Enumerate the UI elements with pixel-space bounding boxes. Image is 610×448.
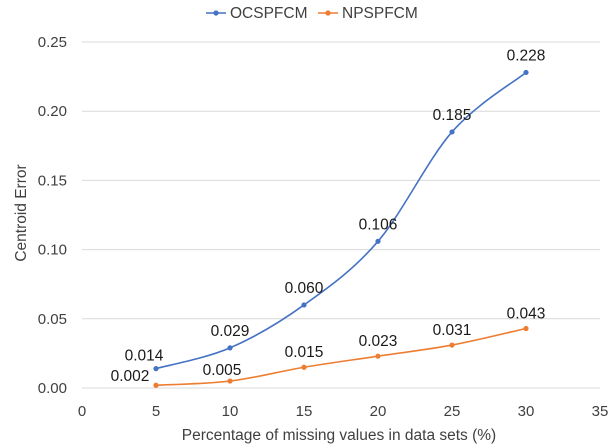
x-tick-label: 5 [152, 403, 160, 420]
legend-marker [213, 10, 219, 16]
legend-marker [325, 10, 331, 16]
legend-label: OCSPFCM [230, 5, 308, 22]
data-point [301, 302, 307, 308]
data-point [449, 342, 455, 348]
data-point [153, 382, 159, 388]
y-axis-title: Centroid Error [13, 164, 30, 261]
data-point [375, 238, 381, 244]
series-line [155, 327, 527, 387]
x-tick-label: 15 [296, 403, 313, 420]
data-label: 0.043 [507, 305, 546, 322]
data-label: 0.023 [359, 333, 398, 350]
x-axis-title: Percentage of missing values in data set… [182, 427, 496, 444]
data-point [227, 378, 233, 384]
data-point [449, 129, 455, 135]
data-point [523, 69, 529, 76]
data-label: 0.029 [211, 323, 250, 340]
data-point [301, 364, 307, 370]
data-label: 0.014 [125, 348, 164, 365]
x-tick-label: 30 [518, 403, 535, 420]
data-label: 0.002 [111, 368, 150, 385]
data-label: 0.015 [285, 344, 324, 361]
data-label: 0.005 [203, 362, 242, 379]
y-tick-label: 0.10 [38, 242, 67, 259]
x-tick-label: 0 [78, 403, 86, 420]
legend-label: NPSPFCM [342, 5, 418, 22]
data-label: 0.228 [507, 47, 546, 64]
x-axis-ticks: 0 5 10 15 20 25 30 35 [78, 403, 609, 420]
x-tick-label: 25 [444, 403, 461, 420]
y-tick-label: 0.15 [38, 172, 67, 189]
y-tick-label: 0.25 [38, 34, 67, 51]
x-tick-label: 20 [370, 403, 387, 420]
data-label: 0.106 [359, 216, 398, 233]
data-label: 0.185 [433, 107, 472, 124]
y-axis-ticks: 0.00 0.05 0.10 0.15 0.20 0.25 [38, 34, 67, 397]
data-point [153, 366, 159, 372]
data-label: 0.031 [433, 322, 472, 339]
x-tick-label: 35 [592, 403, 609, 420]
data-point [375, 353, 381, 359]
y-tick-label: 0.00 [38, 380, 67, 397]
data-point [523, 325, 529, 332]
data-label: 0.060 [285, 280, 324, 297]
series-group: 0.014 0.029 0.060 0.106 0.185 0.228 0.002 0.005… [111, 47, 546, 388]
y-tick-label: 0.05 [38, 311, 67, 328]
x-tick-label: 10 [222, 403, 239, 420]
y-tick-label: 0.20 [38, 103, 67, 120]
data-point [227, 345, 233, 351]
gridlines [82, 41, 600, 320]
legend: OCSPFCM NPSPFCM [206, 5, 418, 22]
